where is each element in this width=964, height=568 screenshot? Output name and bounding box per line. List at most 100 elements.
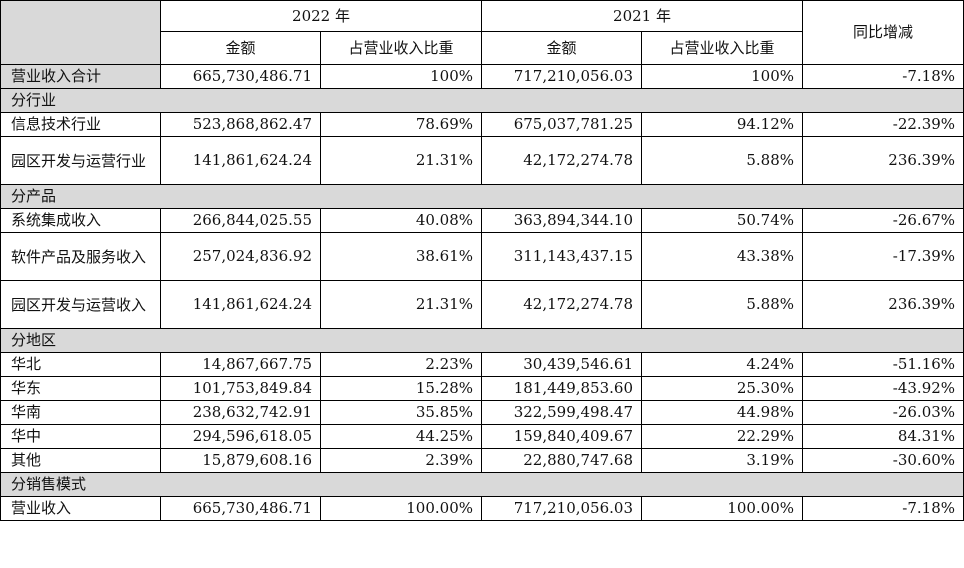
ratio-2022: 44.25% xyxy=(319,424,483,449)
ratio-2021: 5.88% xyxy=(641,136,804,185)
ratio-2021: 25.30% xyxy=(641,376,804,401)
ratio-2022: 38.61% xyxy=(319,232,483,281)
table-row-total: 营业收入合计 665,730,486.71 100% 717,210,056.0… xyxy=(0,64,964,89)
yoy-change: -7.18% xyxy=(802,64,964,89)
ratio-2021: 43.38% xyxy=(641,232,804,281)
ratio-2022: 35.85% xyxy=(319,400,483,425)
ratio-2022: 15.28% xyxy=(319,376,483,401)
table-row: 其他 15,879,608.16 2.39% 22,880,747.68 3.1… xyxy=(0,448,964,473)
row-label: 华中 xyxy=(0,424,161,449)
table-row: 华东 101,753,849.84 15.28% 181,449,853.60 … xyxy=(0,376,964,401)
table-row: 园区开发与运营收入 141,861,624.24 21.31% 42,172,2… xyxy=(0,280,964,329)
row-label: 软件产品及服务收入 xyxy=(0,232,161,281)
section-label: 分行业 xyxy=(0,88,964,113)
ratio-2022-header: 占营业收入比重 xyxy=(319,31,483,65)
table-row: 营业收入 665,730,486.71 100.00% 717,210,056.… xyxy=(0,496,964,521)
yoy-header: 同比增减 xyxy=(802,0,964,65)
section-label: 分销售模式 xyxy=(0,472,964,497)
table-row: 华北 14,867,667.75 2.23% 30,439,546.61 4.2… xyxy=(0,352,964,377)
ratio-2021: 100.00% xyxy=(641,496,804,521)
amount-2021: 322,599,498.47 xyxy=(481,400,643,425)
corner-header-cell xyxy=(0,0,161,65)
ratio-2021: 44.98% xyxy=(641,400,804,425)
section-label: 分地区 xyxy=(0,328,964,353)
ratio-2022: 78.69% xyxy=(319,112,483,137)
yoy-change: -43.92% xyxy=(802,376,964,401)
amount-2021: 181,449,853.60 xyxy=(481,376,643,401)
amount-2021: 311,143,437.15 xyxy=(481,232,643,281)
row-label: 园区开发与运营行业 xyxy=(0,136,161,185)
ratio-2021: 5.88% xyxy=(641,280,804,329)
ratio-2022: 21.31% xyxy=(319,136,483,185)
ratio-2021: 50.74% xyxy=(641,208,804,233)
table-row: 系统集成收入 266,844,025.55 40.08% 363,894,344… xyxy=(0,208,964,233)
amount-2021: 42,172,274.78 xyxy=(481,280,643,329)
section-row-industry: 分行业 xyxy=(0,88,964,113)
ratio-2021: 3.19% xyxy=(641,448,804,473)
ratio-2022: 21.31% xyxy=(319,280,483,329)
section-row-region: 分地区 xyxy=(0,328,964,353)
ratio-2022: 2.39% xyxy=(319,448,483,473)
row-label: 华南 xyxy=(0,400,161,425)
amount-2022-header: 金额 xyxy=(160,31,321,65)
revenue-composition-table: 2022 年 2021 年 同比增减 金额 占营业收入比重 金额 占营业收入比重… xyxy=(0,0,964,521)
amount-2022: 257,024,836.92 xyxy=(160,232,321,281)
amount-2021: 717,210,056.03 xyxy=(481,496,643,521)
amount-2021: 717,210,056.03 xyxy=(481,64,643,89)
amount-2022: 101,753,849.84 xyxy=(160,376,321,401)
ratio-2021: 4.24% xyxy=(641,352,804,377)
year-2021-header: 2021 年 xyxy=(481,0,804,32)
row-label: 其他 xyxy=(0,448,161,473)
row-label: 营业收入合计 xyxy=(0,64,161,89)
table-row: 华中 294,596,618.05 44.25% 159,840,409.67 … xyxy=(0,424,964,449)
yoy-change: -22.39% xyxy=(802,112,964,137)
amount-2022: 141,861,624.24 xyxy=(160,280,321,329)
amount-2022: 14,867,667.75 xyxy=(160,352,321,377)
yoy-change: -26.03% xyxy=(802,400,964,425)
table-row: 信息技术行业 523,868,862.47 78.69% 675,037,781… xyxy=(0,112,964,137)
yoy-change: -51.16% xyxy=(802,352,964,377)
yoy-change: -17.39% xyxy=(802,232,964,281)
row-label: 华东 xyxy=(0,376,161,401)
amount-2021: 42,172,274.78 xyxy=(481,136,643,185)
amount-2021: 159,840,409.67 xyxy=(481,424,643,449)
amount-2022: 238,632,742.91 xyxy=(160,400,321,425)
amount-2021-header: 金额 xyxy=(481,31,643,65)
amount-2022: 523,868,862.47 xyxy=(160,112,321,137)
yoy-change: -26.67% xyxy=(802,208,964,233)
amount-2021: 363,894,344.10 xyxy=(481,208,643,233)
amount-2021: 30,439,546.61 xyxy=(481,352,643,377)
row-label: 华北 xyxy=(0,352,161,377)
ratio-2021: 100% xyxy=(641,64,804,89)
row-label: 园区开发与运营收入 xyxy=(0,280,161,329)
yoy-change: 236.39% xyxy=(802,280,964,329)
ratio-2021: 94.12% xyxy=(641,112,804,137)
row-label: 系统集成收入 xyxy=(0,208,161,233)
yoy-change: -30.60% xyxy=(802,448,964,473)
section-row-sales-mode: 分销售模式 xyxy=(0,472,964,497)
table-row: 软件产品及服务收入 257,024,836.92 38.61% 311,143,… xyxy=(0,232,964,281)
ratio-2022: 2.23% xyxy=(319,352,483,377)
row-label: 营业收入 xyxy=(0,496,161,521)
ratio-2021-header: 占营业收入比重 xyxy=(641,31,804,65)
amount-2022: 141,861,624.24 xyxy=(160,136,321,185)
amount-2022: 15,879,608.16 xyxy=(160,448,321,473)
section-label: 分产品 xyxy=(0,184,964,209)
amount-2021: 675,037,781.25 xyxy=(481,112,643,137)
amount-2022: 266,844,025.55 xyxy=(160,208,321,233)
row-label: 信息技术行业 xyxy=(0,112,161,137)
ratio-2021: 22.29% xyxy=(641,424,804,449)
section-row-product: 分产品 xyxy=(0,184,964,209)
amount-2022: 665,730,486.71 xyxy=(160,64,321,89)
amount-2022: 665,730,486.71 xyxy=(160,496,321,521)
yoy-change: 84.31% xyxy=(802,424,964,449)
year-2022-header: 2022 年 xyxy=(159,0,483,32)
yoy-change: 236.39% xyxy=(802,136,964,185)
amount-2022: 294,596,618.05 xyxy=(160,424,321,449)
table-row: 华南 238,632,742.91 35.85% 322,599,498.47 … xyxy=(0,400,964,425)
ratio-2022: 100.00% xyxy=(319,496,483,521)
ratio-2022: 100% xyxy=(319,64,483,89)
amount-2021: 22,880,747.68 xyxy=(481,448,643,473)
ratio-2022: 40.08% xyxy=(319,208,483,233)
yoy-change: -7.18% xyxy=(802,496,964,521)
